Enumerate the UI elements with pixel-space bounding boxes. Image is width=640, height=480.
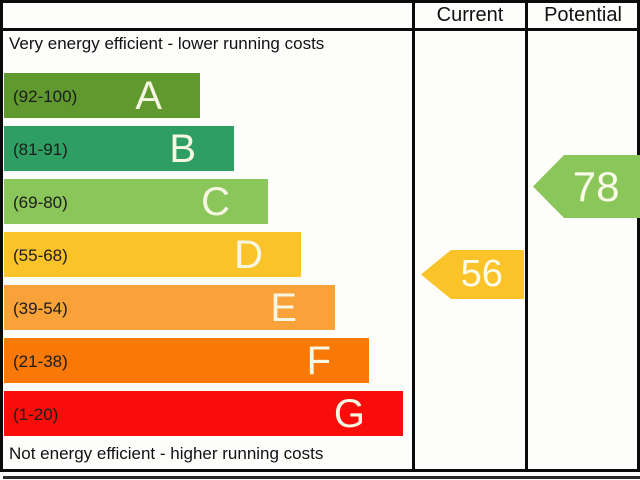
band-c-range: (69-80) [13,193,68,212]
band-a: (92-100) A [4,73,200,118]
current-rating-arrow: 56 [421,250,524,299]
cutoff-footer-border [3,476,640,479]
border-right [637,0,640,472]
band-b-range: (81-91) [13,140,68,159]
band-g-range: (1-20) [13,405,59,424]
band-d-letter: D [234,233,263,277]
potential-rating-value: 78 [572,163,620,210]
header-potential-column: Potential [544,4,622,26]
border-bottom [0,469,640,472]
band-f-letter: F [306,339,331,383]
band-f-range: (21-38) [13,352,68,371]
band-e-range: (39-54) [13,299,68,318]
band-e: (39-54) E [4,285,335,330]
header-divider-line [0,28,640,31]
current-rating-value: 56 [460,253,503,295]
border-left [0,0,3,472]
band-a-range: (92-100) [13,87,78,106]
header-current-column: Current [436,4,504,26]
top-caption: Very energy efficient - lower running co… [9,34,325,53]
band-d-range: (55-68) [13,246,68,265]
band-c-letter: C [201,180,230,224]
band-a-letter: A [135,74,162,118]
band-e-letter: E [270,286,297,330]
border-top [0,0,640,3]
current-column-divider [412,0,415,472]
band-g: (1-20) G [4,391,403,436]
band-b: (81-91) B [4,126,234,171]
band-f: (21-38) F [4,338,369,383]
band-b-letter: B [169,127,196,171]
bottom-caption: Not energy efficient - higher running co… [9,444,324,463]
potential-rating-arrow: 78 [533,155,640,218]
band-g-letter: G [333,392,365,436]
potential-column-divider [525,0,528,472]
band-c: (69-80) C [4,179,268,224]
band-d: (55-68) D [4,232,301,277]
